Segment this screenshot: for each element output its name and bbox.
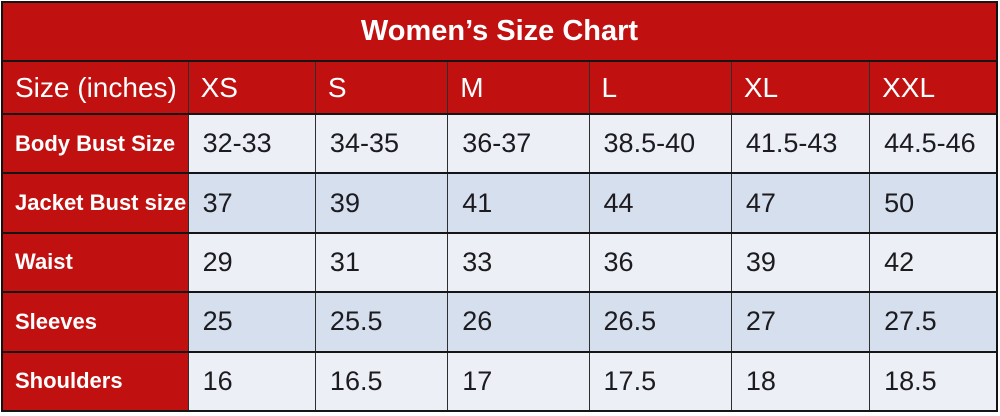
row-label: Jacket Bust size: [1, 172, 189, 234]
table-cell: 16.5: [314, 350, 449, 413]
row-label: Sleeves: [1, 291, 189, 353]
table-cell: 31: [314, 231, 449, 294]
column-header-xs: XS: [187, 60, 316, 115]
table-cell: 39: [730, 231, 871, 294]
table-cell: 33: [447, 231, 590, 294]
table-cell: 37: [187, 172, 316, 234]
table-cell: 18: [730, 350, 871, 413]
table-cell: 41.5-43: [730, 112, 871, 175]
row-label: Shoulders: [1, 350, 189, 413]
table-cell: 47: [730, 172, 871, 234]
table-cell: 36: [588, 231, 732, 294]
table-cell: 27: [730, 291, 871, 353]
table-row-sleeves: Sleeves 25 25.5 26 26.5 27 27.5: [1, 291, 998, 353]
column-header-size: Size (inches): [1, 60, 189, 115]
table-cell: 17.5: [588, 350, 732, 413]
column-header-m: M: [447, 60, 590, 115]
table-cell: 26.5: [588, 291, 732, 353]
table-cell: 50: [869, 172, 998, 234]
table-cell: 25.5: [314, 291, 449, 353]
table-row-waist: Waist 29 31 33 36 39 42: [1, 231, 998, 294]
column-header-xl: XL: [730, 60, 871, 115]
table-cell: 29: [187, 231, 316, 294]
column-header-row: Size (inches) XS S M L XL XXL: [1, 60, 998, 115]
chart-title: Women’s Size Chart: [1, 1, 998, 62]
table-row-body-bust: Body Bust Size 32-33 34-35 36-37 38.5-40…: [1, 112, 998, 175]
table-cell: 36-37: [447, 112, 590, 175]
table-cell: 25: [187, 291, 316, 353]
table-cell: 27.5: [869, 291, 998, 353]
table-cell: 32-33: [187, 112, 316, 175]
table-row-shoulders: Shoulders 16 16.5 17 17.5 18 18.5: [1, 350, 998, 413]
table-cell: 42: [869, 231, 998, 294]
table-cell: 26: [447, 291, 590, 353]
table-cell: 34-35: [314, 112, 449, 175]
column-header-xxl: XXL: [869, 60, 998, 115]
column-header-l: L: [588, 60, 732, 115]
table-cell: 38.5-40: [588, 112, 732, 175]
column-header-s: S: [314, 60, 449, 115]
table-cell: 18.5: [869, 350, 998, 413]
row-label: Waist: [1, 231, 189, 294]
table-row-jacket-bust: Jacket Bust size 37 39 41 44 47 50: [1, 172, 998, 234]
table-cell: 44: [588, 172, 732, 234]
table-cell: 16: [187, 350, 316, 413]
title-row: Women’s Size Chart: [1, 1, 998, 62]
row-label: Body Bust Size: [1, 112, 189, 175]
table-cell: 39: [314, 172, 449, 234]
table-cell: 17: [447, 350, 590, 413]
table-cell: 44.5-46: [869, 112, 998, 175]
table-cell: 41: [447, 172, 590, 234]
